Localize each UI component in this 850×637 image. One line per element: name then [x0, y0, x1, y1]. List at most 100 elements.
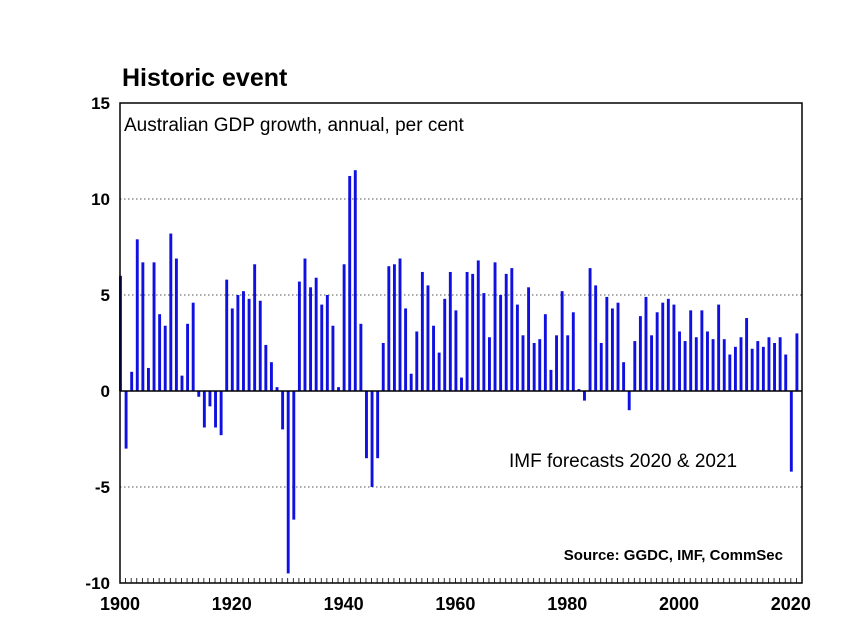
y-tick-label: 15 [91, 94, 110, 113]
bar-1955 [426, 285, 430, 391]
bar-1977 [549, 369, 553, 391]
bar-1971 [515, 304, 519, 391]
bar-1976 [543, 314, 547, 391]
y-tick-label: -5 [95, 478, 110, 497]
x-tick-label: 2000 [659, 594, 699, 614]
bar-1912 [186, 323, 190, 391]
bar-1999 [672, 304, 676, 391]
bar-1918 [219, 391, 223, 436]
bar-1972 [521, 335, 525, 391]
bar-1995 [650, 335, 654, 391]
bar-1944 [365, 391, 368, 459]
bar-1920 [230, 308, 234, 391]
bar-2008 [722, 339, 726, 391]
bar-1914 [197, 391, 201, 397]
bar-1921 [236, 295, 240, 391]
x-tick-label: 1960 [435, 594, 475, 614]
bar-1916 [208, 391, 212, 407]
bar-2003 [694, 337, 698, 391]
plot-frame [119, 102, 803, 584]
bar-1946 [376, 391, 380, 459]
bar-1930 [286, 391, 290, 574]
bar-2019 [784, 354, 788, 391]
bar-1968 [499, 295, 503, 391]
bar-2013 [750, 348, 754, 391]
bar-1925 [258, 300, 262, 391]
bar-1973 [527, 287, 531, 391]
bar-1919 [225, 279, 229, 391]
bar-1936 [320, 304, 324, 391]
x-tick-labels: 1900 1920 1940 1960 1980 2000 2020 [100, 594, 811, 614]
bar-2002 [689, 310, 693, 391]
bar-2005 [706, 331, 709, 391]
bar-1915 [202, 391, 206, 428]
bar-2006 [711, 339, 715, 391]
x-tick-label: 1940 [324, 594, 364, 614]
bar-2010 [733, 346, 737, 391]
bar-1922 [242, 291, 245, 391]
bar-1969 [504, 273, 508, 391]
bar-1945 [370, 391, 374, 487]
x-tick-label: 1980 [547, 594, 587, 614]
bar-2018 [778, 337, 782, 391]
bar-1990 [622, 362, 626, 391]
bar-2007 [717, 304, 721, 391]
bar-1983 [583, 391, 586, 401]
bar-2021 [795, 333, 799, 391]
bar-1958 [443, 298, 447, 391]
bar-1928 [275, 387, 279, 391]
bar-1954 [420, 271, 424, 391]
bar-1947 [381, 343, 385, 391]
bar-1957 [437, 352, 441, 391]
y-tick-label: 0 [101, 382, 110, 401]
bar-2001 [683, 341, 687, 391]
bar-1964 [476, 260, 480, 391]
bar-1997 [661, 302, 665, 391]
bar-1985 [594, 285, 598, 391]
bar-1935 [314, 277, 318, 391]
bar-1909 [169, 233, 173, 391]
chart-title: Historic event [122, 64, 288, 92]
bar-1907 [158, 314, 162, 391]
bar-1970 [510, 268, 514, 391]
bar-1984 [588, 268, 592, 391]
bar-1929 [281, 391, 285, 430]
bar-1978 [555, 335, 558, 391]
bar-1987 [605, 296, 609, 391]
y-tick-label: 10 [91, 190, 110, 209]
bar-1933 [303, 258, 307, 391]
x-tick-label: 1920 [212, 594, 252, 614]
bar-1998 [666, 298, 670, 391]
bar-1923 [247, 298, 251, 391]
bar-1966 [488, 337, 491, 391]
bar-1906 [152, 262, 156, 391]
bar-1967 [493, 262, 497, 391]
bar-1903 [135, 239, 139, 391]
y-tick-label: 5 [101, 286, 110, 305]
bar-1980 [566, 335, 570, 391]
bar-2020 [789, 391, 793, 472]
forecast-annotation: IMF forecasts 2020 & 2021 [509, 451, 737, 472]
bar-1994 [644, 296, 648, 391]
bar-2004 [700, 310, 704, 391]
bar-1913 [191, 302, 195, 391]
y-tick-label: -10 [85, 574, 110, 593]
bar-1949 [392, 264, 396, 391]
bar-1926 [264, 344, 268, 391]
bar-1991 [627, 391, 631, 411]
bar-1975 [538, 339, 542, 391]
bar-1908 [163, 325, 167, 391]
bar-1940 [342, 264, 346, 391]
bar-1938 [331, 325, 335, 391]
bar-2017 [773, 343, 776, 391]
bar-1905 [147, 367, 150, 391]
bar-1989 [616, 302, 620, 391]
bar-1963 [471, 273, 475, 391]
bar-1979 [560, 291, 564, 391]
bar-1910 [174, 258, 178, 391]
bar-2015 [761, 346, 765, 391]
bar-1943 [359, 323, 363, 391]
bar-1901 [124, 391, 128, 449]
bar-1904 [141, 262, 145, 391]
